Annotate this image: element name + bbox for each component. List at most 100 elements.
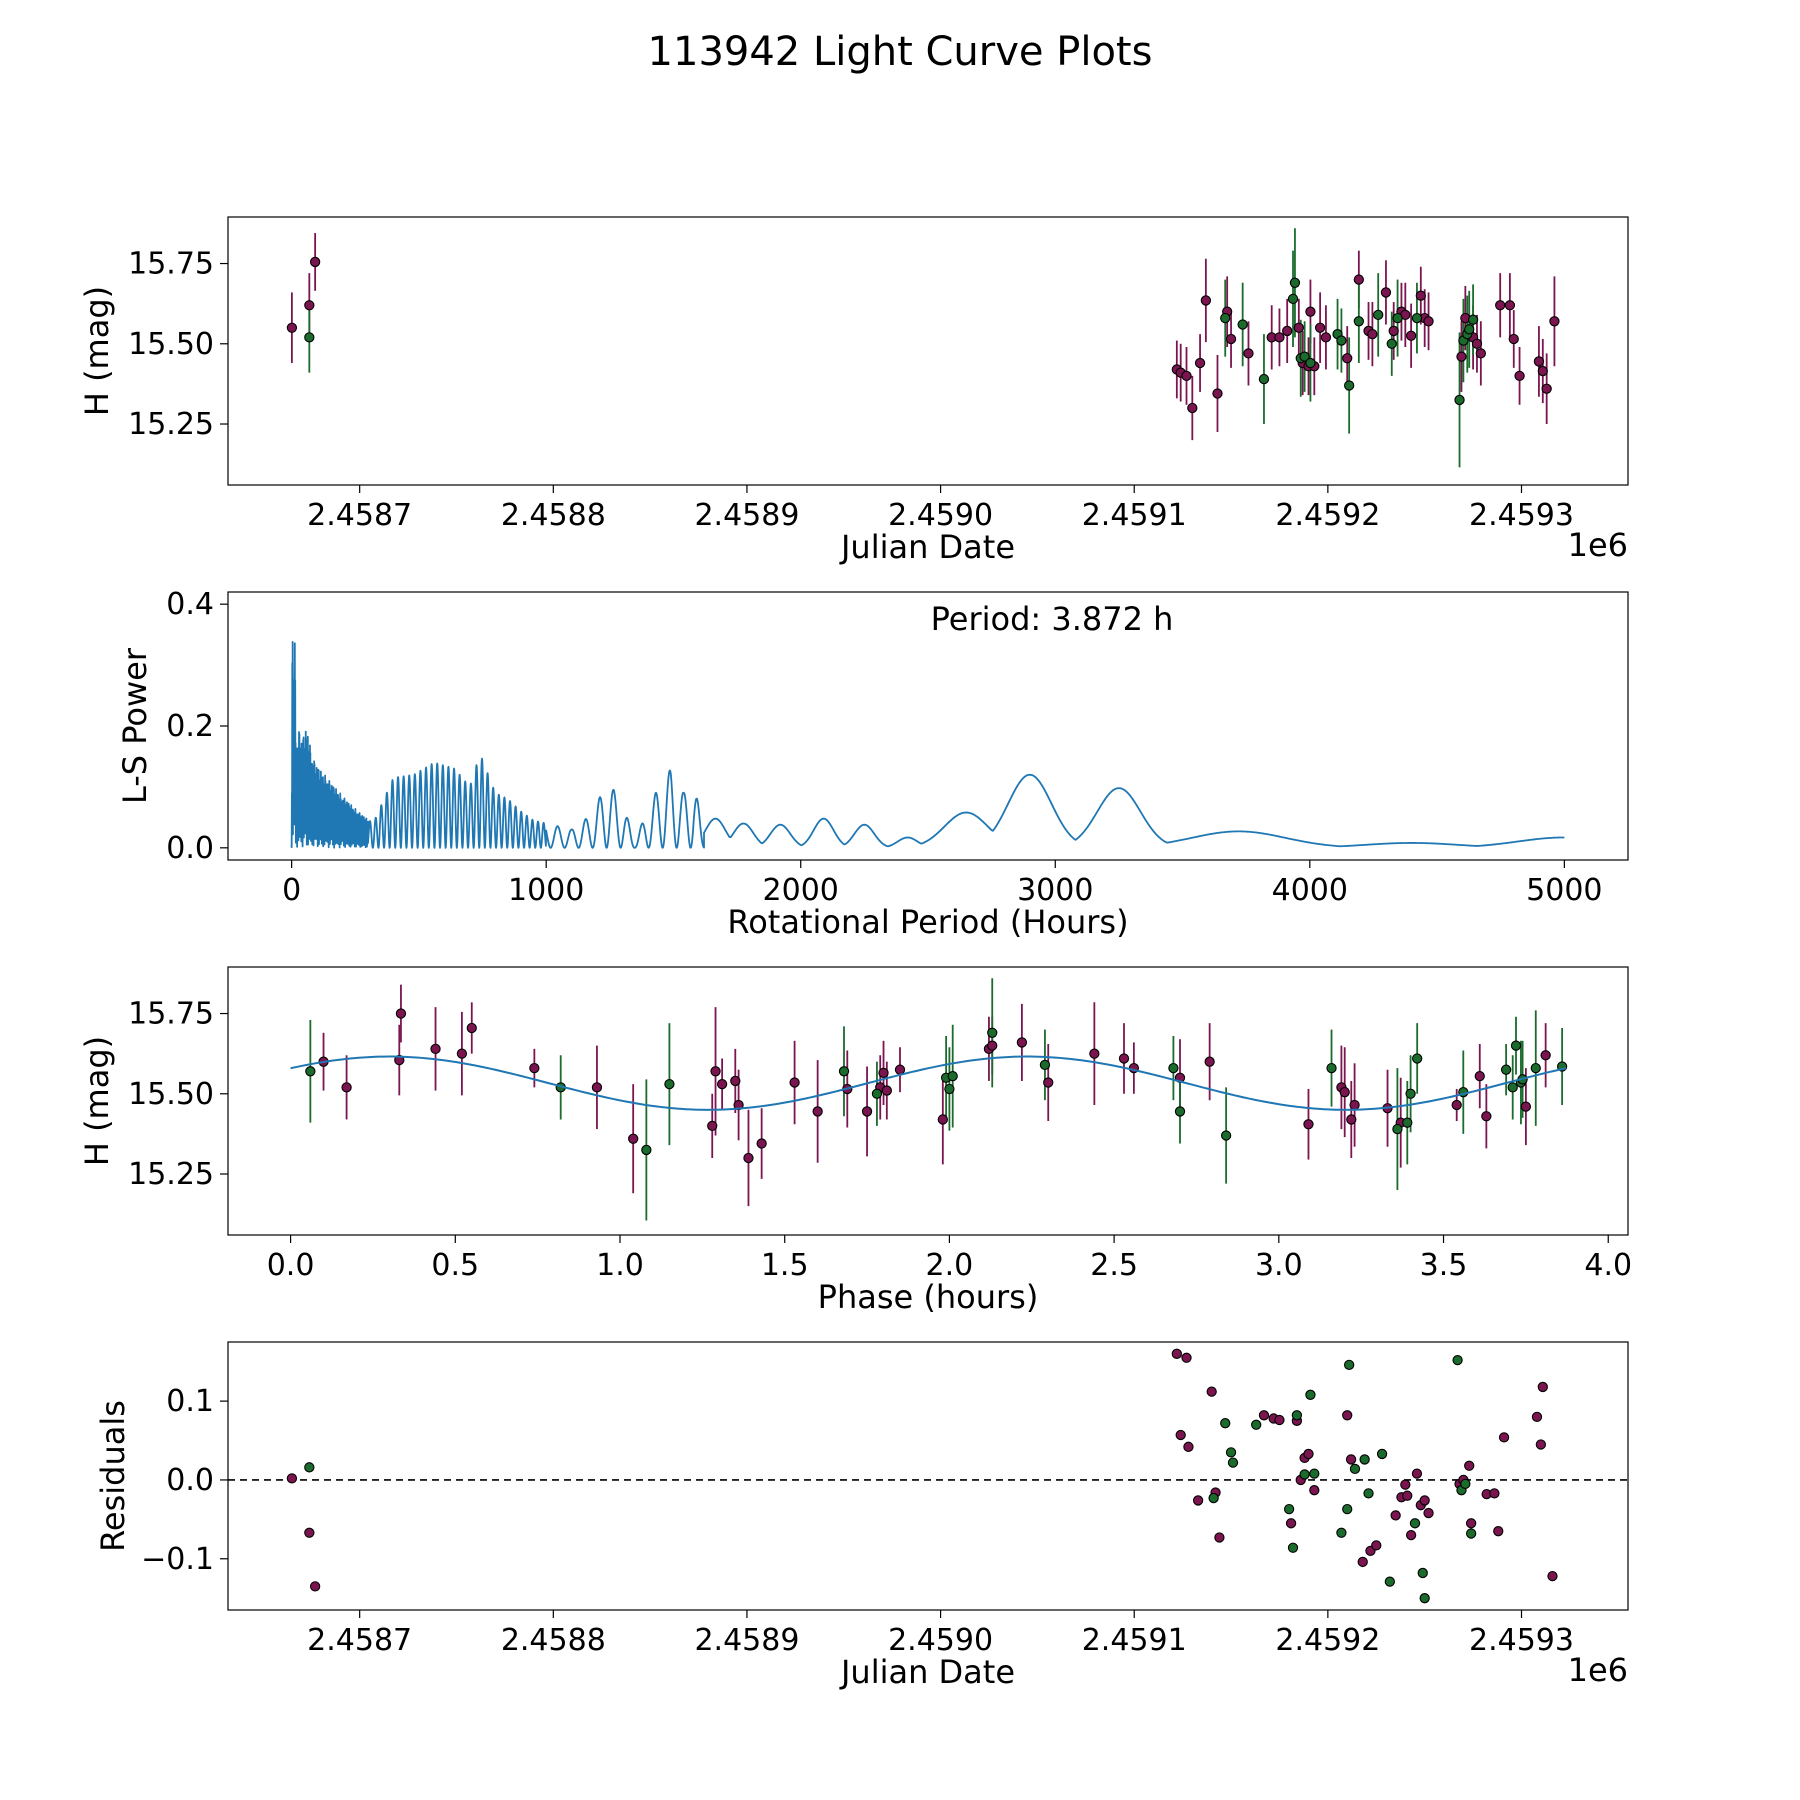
x-tick-label: 2.4588 [501, 498, 606, 533]
data-point [1183, 1441, 1194, 1452]
data-point [1415, 290, 1426, 301]
data-point [1175, 1429, 1186, 1441]
data-point [1460, 1478, 1471, 1490]
x-tick-label: 2.4591 [1082, 498, 1187, 533]
data-point [529, 1062, 540, 1074]
data-point [1489, 1488, 1500, 1499]
periodogram-panel: 0 1000 2000 3000 4000 5000 0.0 0.2 0.4 Period: 3… [116, 587, 1629, 941]
data-point [304, 1462, 315, 1473]
data-point [1192, 1495, 1204, 1506]
x-tick-label: 2.4587 [307, 1623, 412, 1658]
data-point [1291, 1410, 1303, 1421]
data-point [730, 1075, 741, 1087]
data-point [1342, 353, 1353, 364]
data-point [1371, 1540, 1382, 1551]
residuals-ticks: 2.4587 2.4588 2.4589 2.4590 2.4591 2.4592 2.45… [141, 1384, 1574, 1658]
data-point [1274, 1414, 1285, 1426]
data-point [430, 1043, 441, 1054]
data-point [1346, 1114, 1357, 1125]
phased-panel: 0.0 0.5 1.0 1.5 2.0 2.5 3.0 3.5 4.0 15.25 15.50 15.… [78, 966, 1632, 1316]
data-point [591, 1082, 603, 1093]
data-point [1481, 1111, 1492, 1122]
phased-axes-frame [227, 966, 1629, 1236]
residuals-offset-label: 1e6 [1568, 1651, 1628, 1689]
data-point [1541, 383, 1552, 394]
data-point [1475, 348, 1486, 359]
data-point [1392, 312, 1403, 324]
phased-ylabel: H (mag) [78, 1036, 116, 1166]
data-point [1467, 314, 1479, 325]
data-point [1530, 1062, 1541, 1074]
y-tick-label: 15.75 [128, 997, 214, 1032]
data-point [1212, 388, 1223, 399]
data-point [1171, 1348, 1182, 1359]
data-point [1508, 333, 1519, 345]
data-point [1344, 1359, 1355, 1371]
x-tick-label: 2.4589 [694, 498, 799, 533]
y-tick-label: 0.4 [166, 587, 214, 622]
data-point [456, 1048, 468, 1059]
x-tick-label: 2.5 [1090, 1248, 1138, 1283]
phased-marks [290, 978, 1568, 1221]
data-point [1504, 300, 1516, 311]
x-tick-label: 2.4591 [1082, 1623, 1187, 1658]
data-point [1357, 1556, 1368, 1568]
data-point [937, 1114, 948, 1125]
y-tick-label: 15.50 [128, 327, 214, 362]
data-point [1409, 1518, 1421, 1529]
data-point [1547, 1570, 1558, 1582]
data-point [1417, 1567, 1428, 1579]
data-point [1282, 325, 1293, 337]
data-point [1237, 319, 1248, 330]
data-point [1359, 1454, 1370, 1465]
periodogram-ticks: 0 1000 2000 3000 4000 5000 0.0 0.2 0.4 [166, 587, 1602, 908]
data-point [1289, 277, 1301, 288]
lightcurve-panel: 2.4587 2.4588 2.4589 2.4590 2.4591 2.4592 2.45… [78, 216, 1629, 566]
model-fit-curve [290, 1055, 1567, 1111]
data-point [1495, 300, 1506, 311]
data-point [1187, 402, 1198, 414]
data-point [1405, 330, 1417, 341]
data-point [871, 1088, 883, 1099]
y-tick-label: 15.25 [128, 407, 214, 442]
periodogram-ylabel: L-S Power [116, 647, 154, 804]
y-tick-label: 0.2 [166, 709, 214, 744]
data-point [1293, 322, 1304, 333]
x-tick-label: 5000 [1526, 873, 1602, 908]
x-tick-label: 0 [282, 873, 301, 908]
data-point [1400, 1479, 1411, 1490]
data-point [1214, 1532, 1225, 1543]
data-point [1493, 1526, 1504, 1537]
y-tick-label: 0.1 [166, 1384, 214, 1419]
data-point [1299, 351, 1310, 362]
data-point [1305, 357, 1316, 369]
lightcurve-offset-label: 1e6 [1568, 526, 1628, 564]
data-point [1342, 1410, 1353, 1421]
data-point [1392, 1123, 1403, 1135]
data-point [1464, 1460, 1475, 1471]
data-point [1299, 1469, 1310, 1480]
data-point [1537, 365, 1548, 377]
periodogram-xlabel: Rotational Period (Hours) [727, 903, 1128, 941]
x-tick-label: 0.5 [431, 1248, 479, 1283]
residuals-axes-frame [227, 1341, 1629, 1611]
data-point [1089, 1048, 1100, 1059]
data-point [1507, 1082, 1518, 1093]
data-point [1314, 322, 1326, 333]
data-point [1016, 1037, 1028, 1048]
x-tick-label: 4000 [1272, 873, 1348, 908]
x-tick-label: 2.0 [926, 1248, 974, 1283]
data-point [1451, 1099, 1462, 1111]
data-point [1174, 1106, 1186, 1117]
data-point [710, 1066, 721, 1077]
data-point [1225, 1447, 1237, 1458]
data-point [1464, 324, 1475, 335]
x-tick-label: 3.5 [1420, 1248, 1468, 1283]
data-point [1168, 1062, 1179, 1074]
data-point [1386, 338, 1397, 349]
data-point [756, 1138, 767, 1149]
data-point [1376, 1448, 1388, 1460]
data-point [286, 1473, 298, 1484]
data-point [1220, 312, 1231, 324]
data-point [1287, 293, 1299, 304]
